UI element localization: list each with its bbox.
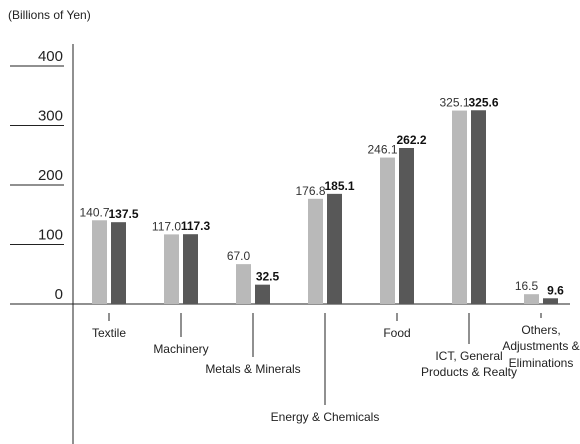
data-label: 9.6 — [547, 283, 564, 297]
data-label: 117.3 — [181, 219, 211, 233]
data-label: 32.5 — [256, 270, 280, 284]
unit-label: (Billions of Yen) — [8, 8, 91, 22]
category-label: Energy & Chemicals — [271, 410, 380, 424]
data-label: 325.1 — [439, 96, 469, 110]
category-label: Eliminations — [509, 356, 574, 370]
y-tick-label: 400 — [38, 48, 63, 65]
category-label: Adjustments & — [502, 339, 579, 353]
bar — [399, 147, 414, 304]
category-label: Machinery — [153, 342, 208, 356]
bar — [471, 110, 486, 304]
data-label: 67.0 — [227, 249, 251, 263]
data-label: 262.2 — [396, 133, 426, 147]
y-tick-label: 300 — [38, 108, 63, 125]
category-label: Food — [383, 326, 410, 340]
y-tick-label: 0 — [55, 286, 63, 303]
category-label: ICT, General — [435, 349, 502, 363]
category-label: Textile — [92, 326, 126, 340]
data-label: 137.5 — [108, 207, 138, 221]
category-label: Metals & Minerals — [205, 362, 300, 376]
data-label: 185.1 — [324, 179, 354, 193]
data-label: 246.1 — [367, 143, 397, 157]
y-tick-label: 200 — [38, 167, 63, 184]
bar — [380, 157, 395, 304]
bar — [92, 220, 107, 304]
bar — [308, 198, 323, 304]
bar — [183, 234, 198, 304]
data-label: 16.5 — [515, 279, 539, 293]
y-tick-label: 100 — [38, 227, 63, 244]
data-label: 140.7 — [79, 205, 109, 219]
bar — [164, 234, 179, 304]
category-label: Products & Realty — [421, 365, 517, 379]
bar — [236, 264, 251, 304]
data-label: 176.8 — [295, 184, 325, 198]
bar — [543, 298, 558, 304]
data-label: 117.0 — [152, 219, 181, 233]
bar — [111, 222, 126, 304]
bar — [524, 294, 539, 304]
category-label: Others, — [521, 323, 560, 337]
data-label: 325.6 — [468, 95, 498, 109]
bar — [452, 110, 467, 305]
bar — [327, 193, 342, 304]
bar — [255, 284, 270, 304]
